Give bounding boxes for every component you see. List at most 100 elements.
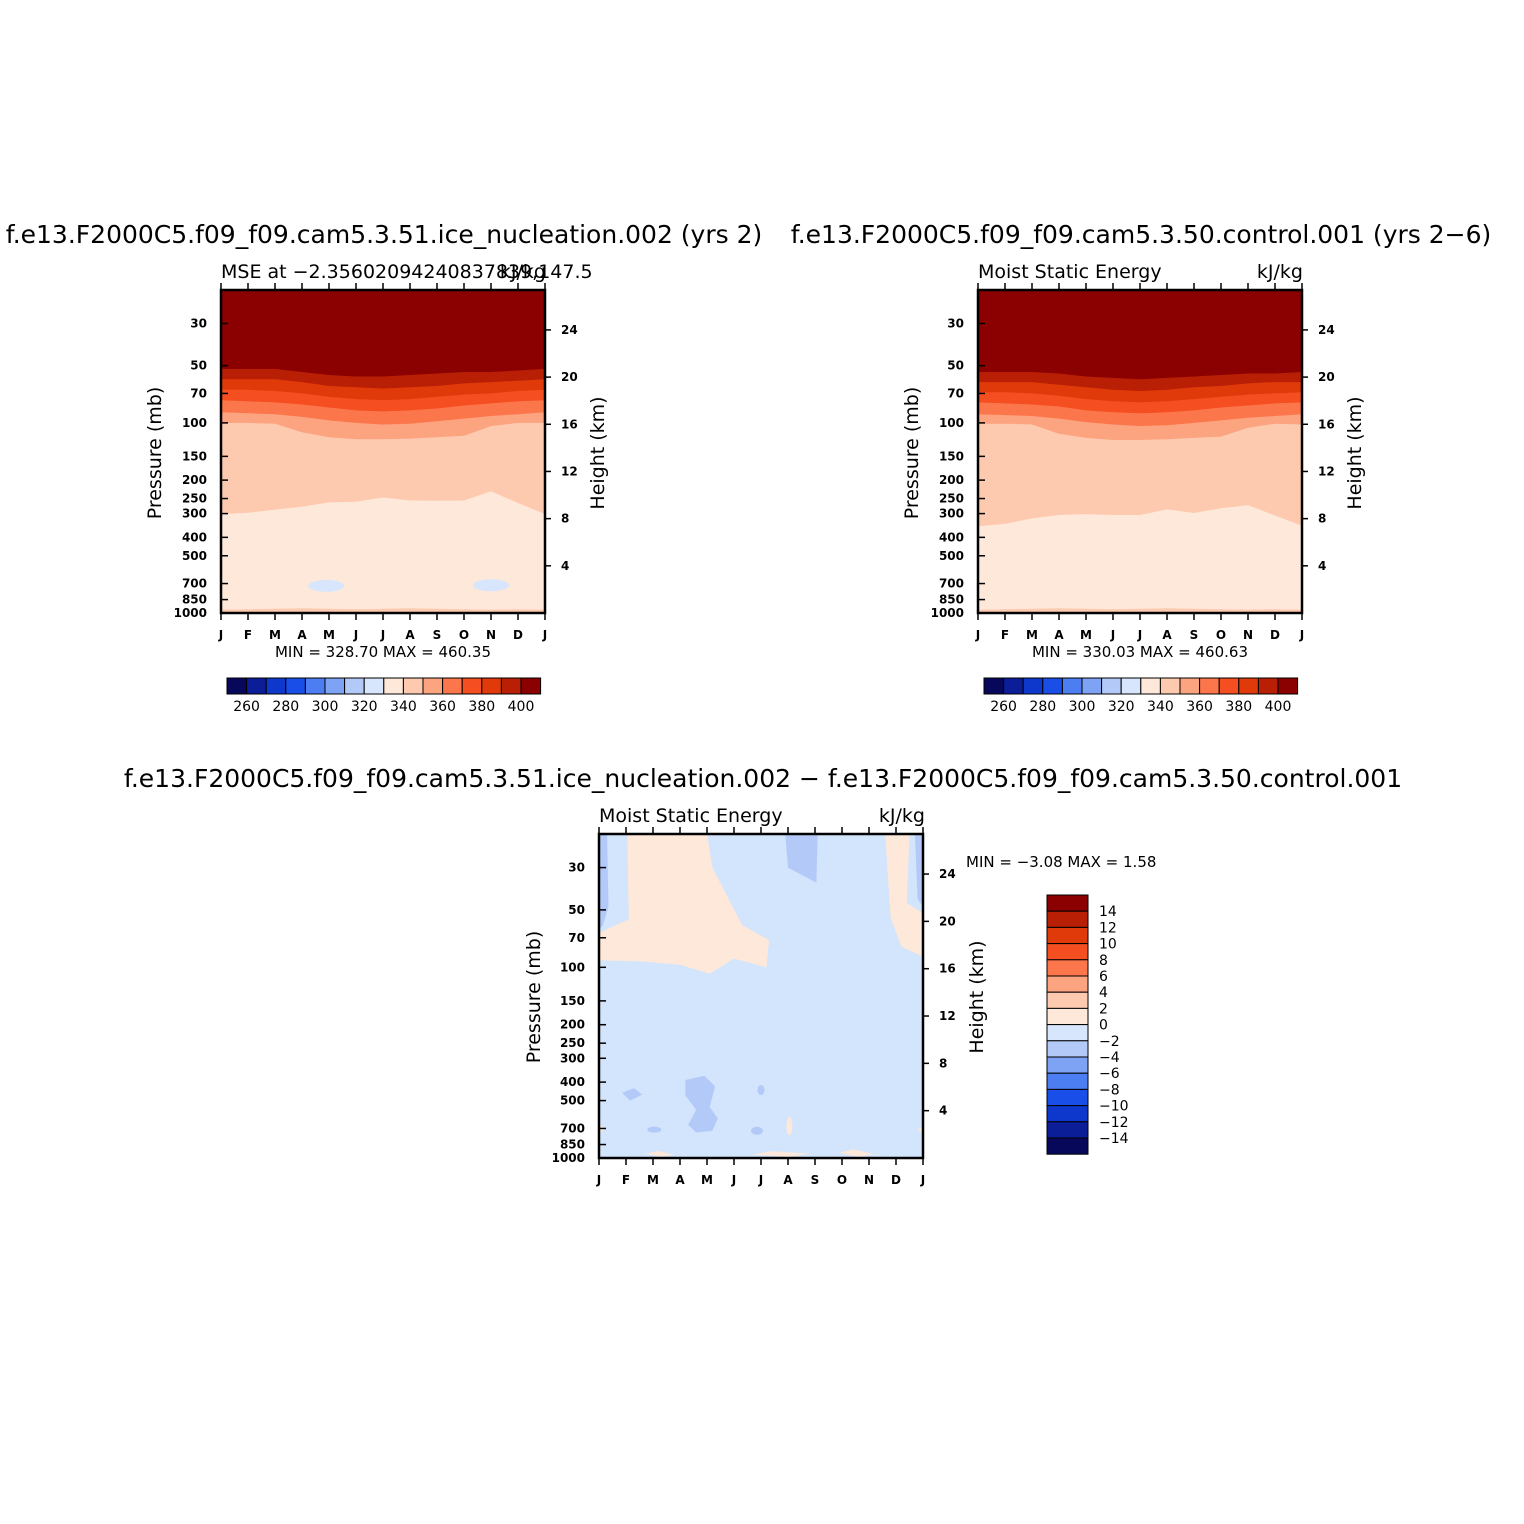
p2-xtick-label: F xyxy=(1001,628,1009,642)
diff-cb-label: −8 xyxy=(1099,1082,1120,1098)
p1-ptick-label: 300 xyxy=(182,507,207,521)
p3-xtick-label: A xyxy=(783,1173,793,1187)
panel-control-units: kJ/kg xyxy=(1257,261,1303,283)
p1-cb-box xyxy=(344,677,365,695)
p1-ztick-label: 16 xyxy=(561,417,578,431)
p2-cb-label: 340 xyxy=(1147,699,1174,715)
diff-cb-box xyxy=(1046,1056,1089,1074)
panel-test-min-max: MIN = 328.70 MAX = 460.35 xyxy=(275,643,491,661)
diff-cb-box xyxy=(1046,1040,1089,1058)
p2-cb-label: 280 xyxy=(1029,699,1056,715)
p3-ztick-label: 24 xyxy=(939,867,956,881)
panel-control-colorbar: 260 280 300 320 340 360 380 400 xyxy=(983,677,1299,715)
diff-cb-label: −2 xyxy=(1099,1034,1120,1050)
p1-xtick-label: F xyxy=(244,628,252,642)
p3-ptick-label: 100 xyxy=(560,960,585,974)
p1-xtick-label: J xyxy=(380,628,385,642)
p1-xtick-label: M xyxy=(323,628,335,642)
p3-ptick-label: 850 xyxy=(560,1138,585,1152)
p2-cb-box xyxy=(1081,677,1103,695)
p2-ptick-label: 200 xyxy=(939,473,964,487)
p2-ztick-label: 12 xyxy=(1318,464,1335,478)
diff-cb-box xyxy=(1046,1024,1089,1042)
panel-control-ylabel-right: Height (km) xyxy=(1344,396,1366,509)
diff-cb-box xyxy=(1046,1121,1089,1139)
p1-ptick-label: 850 xyxy=(182,593,207,607)
p2-ptick-label: 30 xyxy=(947,316,964,330)
p2-xtick-label: O xyxy=(1216,628,1226,642)
p2-band-340-350 xyxy=(978,505,1302,613)
p1-blob-320 xyxy=(308,579,345,592)
p3-ptick-label: 70 xyxy=(568,931,585,945)
p2-xtick-label: J xyxy=(1110,628,1115,642)
p3-ptick-label: 250 xyxy=(560,1036,585,1050)
p2-cb-box xyxy=(1022,677,1044,695)
p1-cb-box xyxy=(265,677,287,695)
p3-xtick-label: J xyxy=(758,1173,763,1187)
p2-cb-label: 380 xyxy=(1225,699,1252,715)
p3-ztick-label: 8 xyxy=(939,1056,947,1070)
panel-control-ylabel: Pressure (mb) xyxy=(901,387,923,520)
diff-cb-label: 12 xyxy=(1099,920,1117,936)
p2-xtick-label: A xyxy=(1054,628,1064,642)
p1-xtick-label: S xyxy=(433,628,442,642)
p1-cb-box xyxy=(520,677,542,695)
p2-ptick-label: 700 xyxy=(939,577,964,591)
p2-cb-box xyxy=(1199,677,1220,695)
p3-xtick-label: A xyxy=(675,1173,685,1187)
diff-cb-label: −4 xyxy=(1099,1050,1120,1066)
diff-cb-box xyxy=(1046,1137,1089,1155)
p3-ztick-label: 12 xyxy=(939,1009,956,1023)
p1-cb-box xyxy=(246,677,267,695)
p2-ztick-label: 24 xyxy=(1318,323,1335,337)
p1-ptick-label: 500 xyxy=(182,549,207,563)
diff-cb-label: 8 xyxy=(1099,953,1108,969)
diff-pos-surface-1 xyxy=(644,1151,675,1157)
panel-test-ylabel-right: Height (km) xyxy=(587,396,609,509)
p3-xtick-label: D xyxy=(891,1173,901,1187)
p3-ptick-label: 300 xyxy=(560,1051,585,1065)
p3-xtick-label: O xyxy=(837,1173,847,1187)
diff-cb-box xyxy=(1046,943,1089,961)
p2-ztick-label: 20 xyxy=(1318,370,1335,384)
panel-control-min-max: MIN = 330.03 MAX = 460.63 xyxy=(1032,643,1248,661)
diff-cb-label: −14 xyxy=(1099,1131,1129,1147)
p3-xtick-label: F xyxy=(622,1173,630,1187)
p2-cb-box xyxy=(1042,677,1063,695)
p2-field xyxy=(978,290,1302,613)
p3-ztick-label: 4 xyxy=(939,1104,947,1118)
p2-xtick-label: N xyxy=(1243,628,1253,642)
diff-pos-upper-left xyxy=(599,834,770,974)
p3-ptick-label: 30 xyxy=(568,861,585,875)
diff-cb-label: 2 xyxy=(1099,1001,1108,1017)
p1-ztick-label: 4 xyxy=(561,559,569,573)
p1-cb-label: 280 xyxy=(272,699,299,715)
p1-cb-box xyxy=(402,677,424,695)
p1-cb-box xyxy=(285,677,306,695)
diff-neg-top-mid xyxy=(785,834,818,883)
p1-xtick-label: D xyxy=(513,628,523,642)
p2-ptick-label: 850 xyxy=(939,593,964,607)
p2-ptick-label: 250 xyxy=(939,492,964,506)
diff-cb-box xyxy=(1046,1072,1089,1090)
p1-xtick-label: O xyxy=(459,628,469,642)
p1-ptick-label: 30 xyxy=(190,316,207,330)
p2-cb-box xyxy=(1101,677,1122,695)
p1-cb-label: 400 xyxy=(508,699,535,715)
p2-ptick-label: 500 xyxy=(939,549,964,563)
p2-cb-box xyxy=(1238,677,1259,695)
panel-test-subtitle: MSE at −2.35602094240837839,147.5 xyxy=(221,261,593,283)
diff-cb-box xyxy=(1046,1088,1089,1107)
diff-cb-box xyxy=(1046,910,1089,928)
p1-cb-box xyxy=(324,677,346,695)
p1-xtick-label: A xyxy=(297,628,307,642)
panel-diff-ylabel: Pressure (mb) xyxy=(523,931,545,1064)
p1-ptick-label: 400 xyxy=(182,530,207,544)
p3-ztick-label: 20 xyxy=(939,914,956,928)
panel-test-title: f.e13.F2000C5.f09_f09.cam5.3.51.ice_nucl… xyxy=(6,220,763,249)
p3-xtick-label: J xyxy=(596,1173,601,1187)
diff-neg-left-blob xyxy=(622,1088,643,1101)
p2-cb-box xyxy=(1120,677,1142,695)
